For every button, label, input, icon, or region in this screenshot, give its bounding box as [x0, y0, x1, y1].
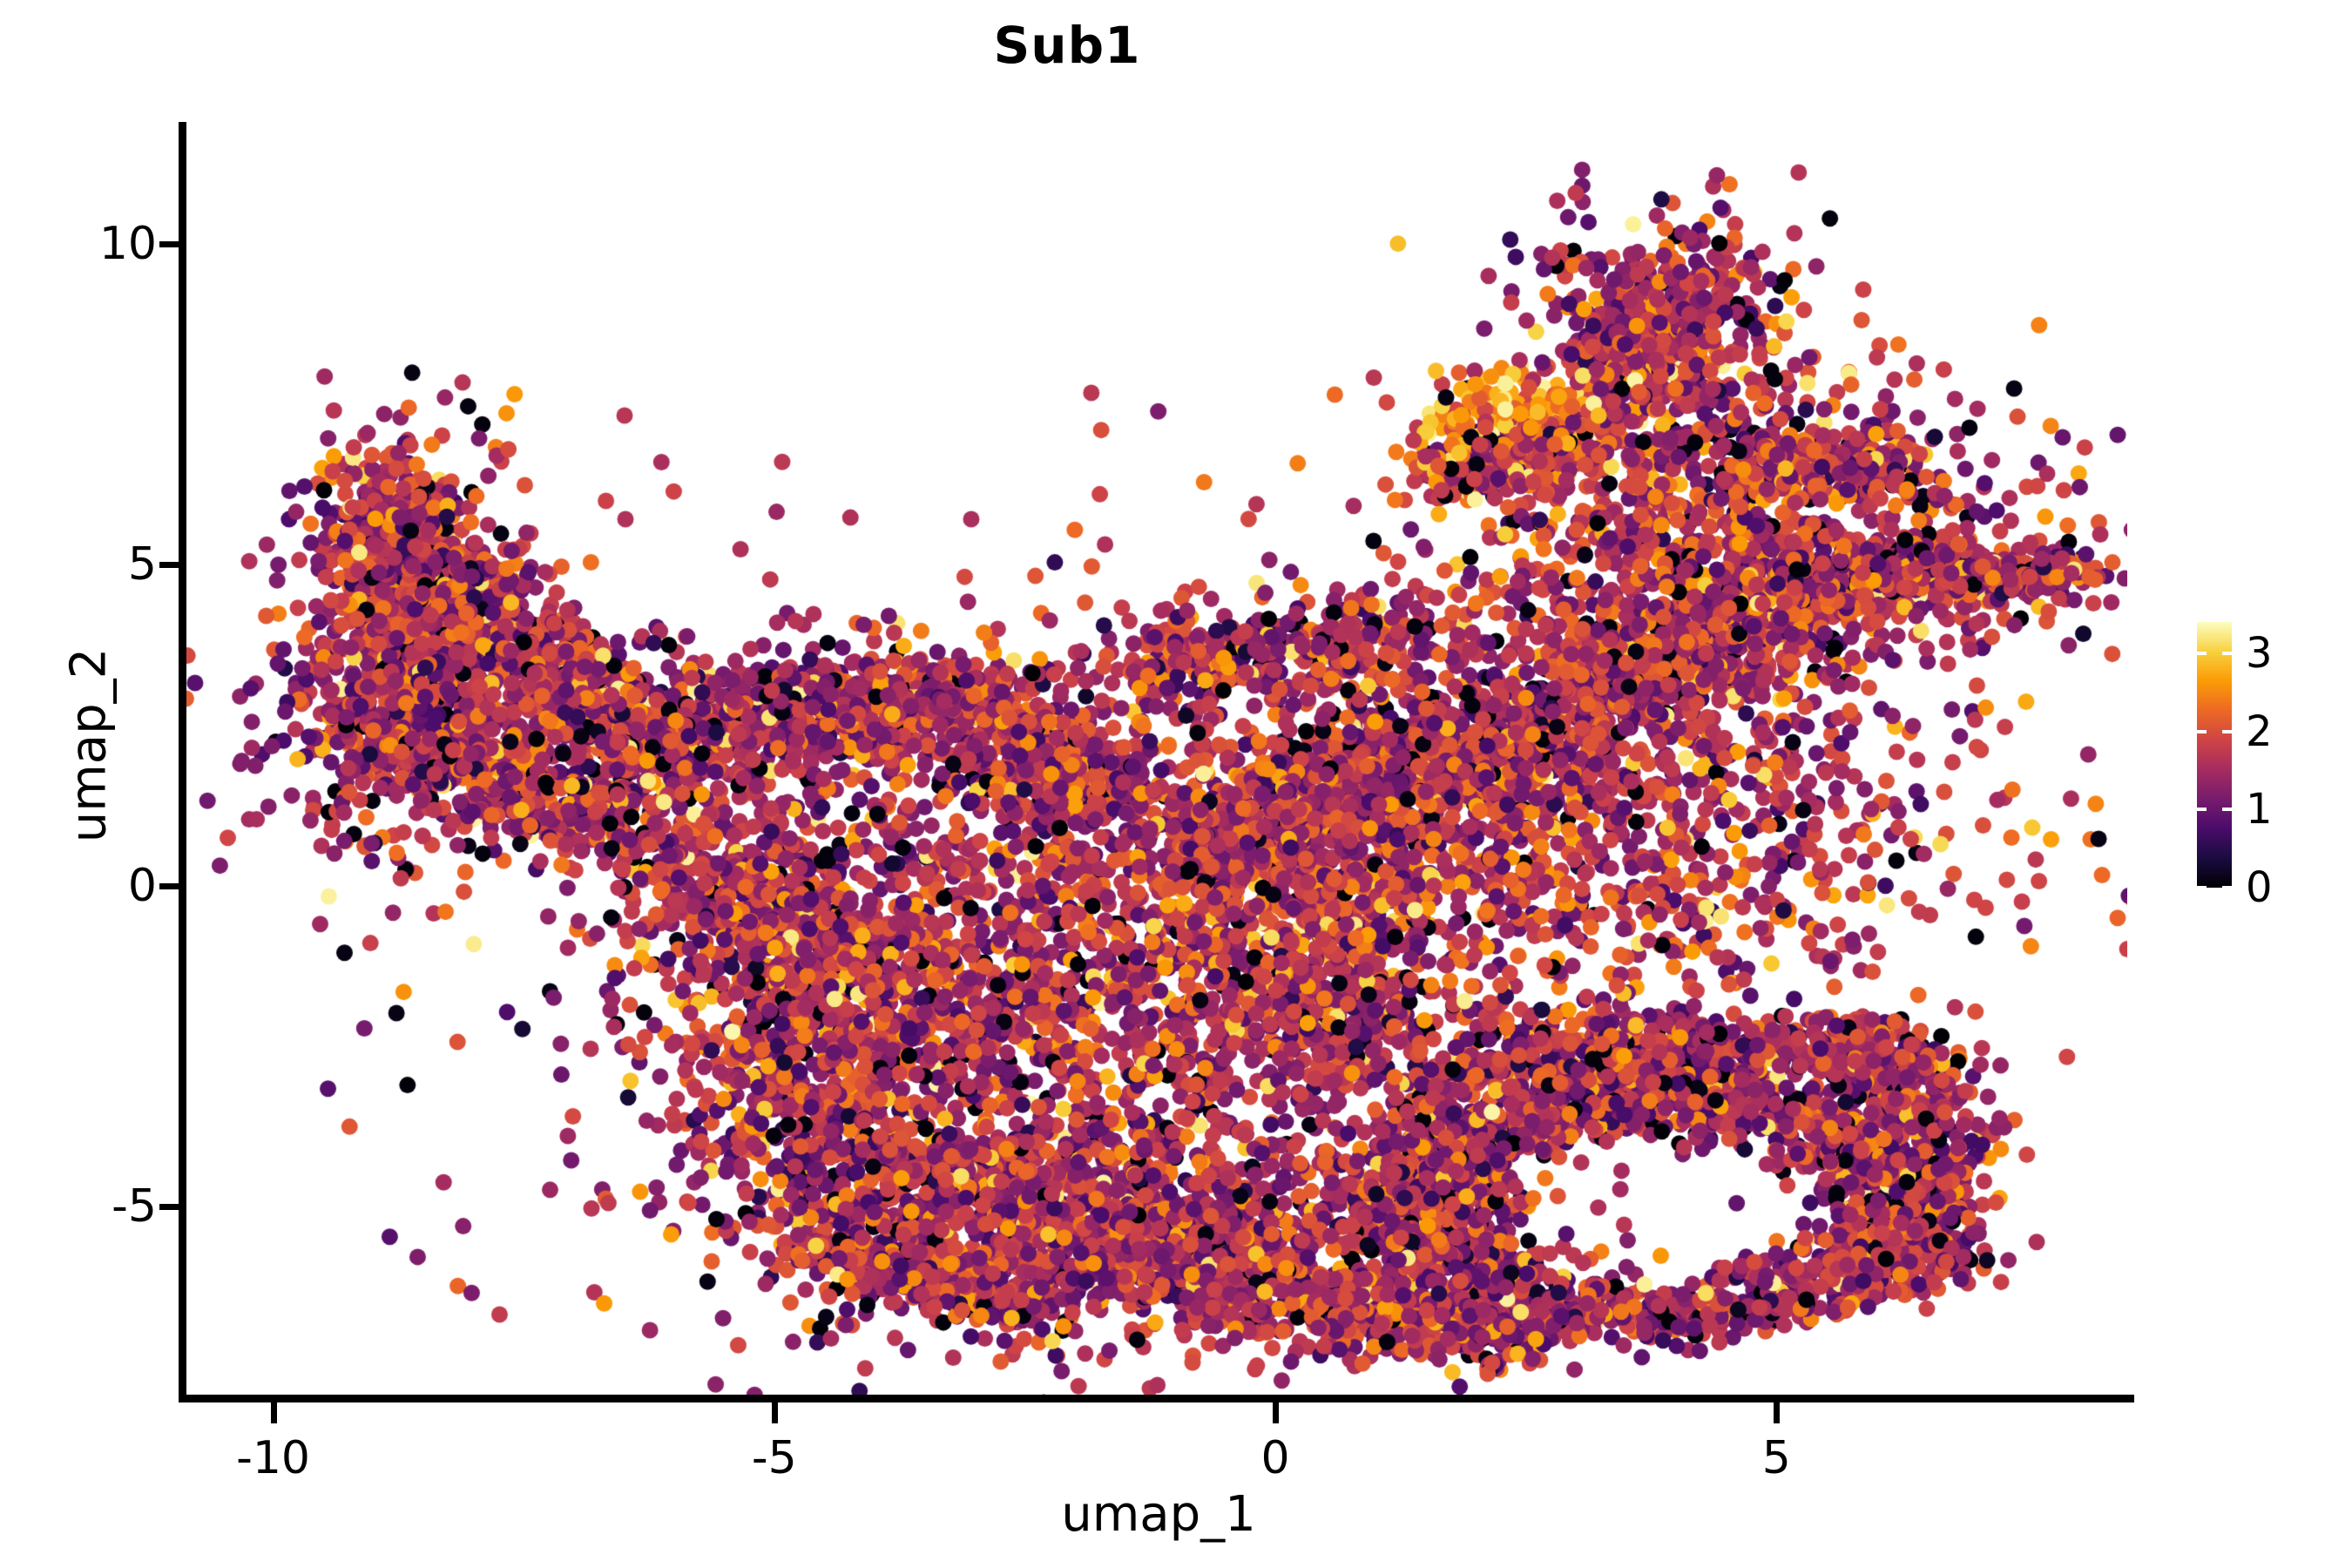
colorbar-tick-label: 1 [2246, 785, 2273, 835]
colorbar-tick-mark [2222, 808, 2232, 812]
colorbar-tick-mark [2197, 808, 2207, 812]
x-tick-mark [270, 1402, 277, 1423]
colorbar-tick-mark [2222, 729, 2232, 733]
y-axis-label: umap_2 [60, 647, 118, 843]
y-tick-mark [159, 1203, 180, 1210]
x-tick-label: -10 [236, 1432, 310, 1484]
colorbar-gradient [2197, 622, 2232, 888]
y-tick-label: 10 [98, 217, 157, 270]
scatter-plot-canvas [183, 122, 2127, 1399]
colorbar-tick-mark [2197, 729, 2207, 733]
colorbar-tick-mark [2222, 651, 2232, 655]
x-tick-mark [771, 1402, 778, 1423]
x-axis-label: umap_1 [1061, 1486, 1256, 1543]
x-tick-label: -5 [751, 1432, 797, 1484]
y-tick-label: -5 [112, 1179, 157, 1233]
page-title: Sub1 [993, 16, 1141, 75]
y-tick-label: 0 [127, 859, 157, 912]
y-tick-mark [159, 882, 180, 889]
y-tick-label: 5 [127, 538, 157, 591]
colorbar-tick-mark [2222, 886, 2232, 889]
x-tick-label: 5 [1761, 1432, 1791, 1484]
y-tick-mark [159, 240, 180, 247]
x-tick-label: 0 [1260, 1432, 1290, 1484]
colorbar-tick-mark [2197, 651, 2207, 655]
y-axis-spine [179, 122, 186, 1402]
x-axis-spine [179, 1395, 2134, 1402]
colorbar-tick-mark [2197, 886, 2207, 889]
plot-axes-area [183, 122, 2127, 1399]
x-tick-mark [1273, 1402, 1280, 1423]
x-tick-mark [1774, 1402, 1781, 1423]
colorbar [2197, 622, 2232, 888]
colorbar-tick-label: 3 [2246, 628, 2273, 678]
colorbar-tick-label: 0 [2246, 863, 2273, 912]
colorbar-tick-label: 2 [2246, 706, 2273, 756]
y-tick-mark [159, 562, 180, 569]
